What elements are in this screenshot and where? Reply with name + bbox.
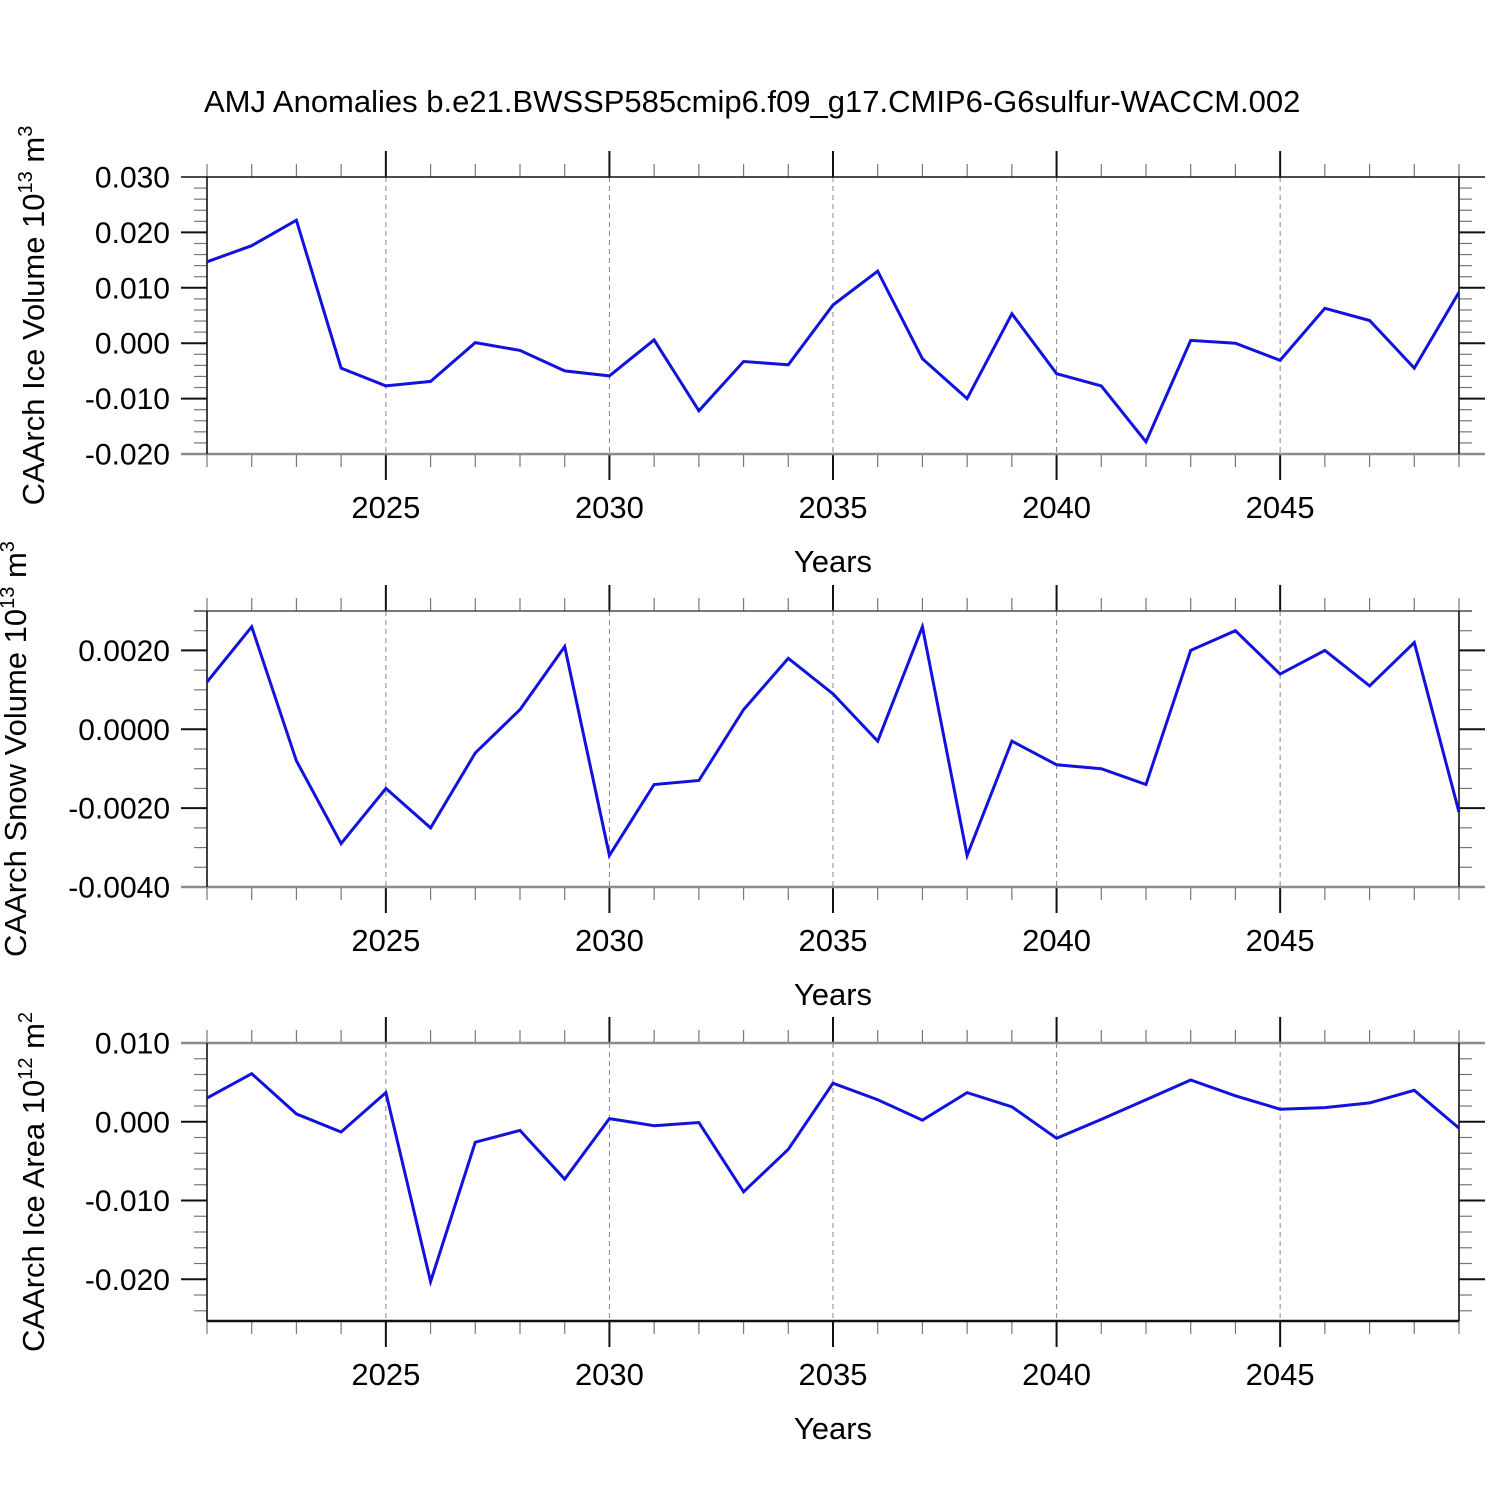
x-tick-label: 2030 xyxy=(575,490,644,525)
y-tick-label: 0.030 xyxy=(95,162,170,195)
y-tick-label: 0.010 xyxy=(95,1028,170,1061)
chart-title: AMJ Anomalies b.e21.BWSSP585cmip6.f09_g1… xyxy=(204,84,1301,119)
x-tick-label: 2040 xyxy=(1022,923,1091,958)
x-tick-label: 2035 xyxy=(799,923,868,958)
panel-ice-volume: 0.030 0.020 0.010 0.000 -0.010 -0.020 2025 2030… xyxy=(15,126,1485,579)
y-tick-label: -0.010 xyxy=(85,1185,170,1218)
y-tick-label: 0.0000 xyxy=(78,714,170,747)
x-tick-label: 2030 xyxy=(575,923,644,958)
data-line-snow-volume xyxy=(205,621,1461,861)
x-axis-title: Years xyxy=(794,544,872,579)
x-axis-title: Years xyxy=(794,977,872,1012)
data-line-ice-volume xyxy=(206,217,1461,445)
y-tick-label: 0.0020 xyxy=(78,635,170,668)
x-axis-title: Years xyxy=(794,1411,872,1446)
y-axis-title: CAArch Snow Volume 1013 m3 xyxy=(0,541,33,957)
panel-snow-volume: 0.0020 0.0000 -0.0020 -0.0040 2025 2030 2035 20… xyxy=(0,541,1485,1012)
y-tick-label: -0.0040 xyxy=(68,872,170,905)
x-tick-label: 2035 xyxy=(799,490,868,525)
x-tick-label: 2045 xyxy=(1246,923,1315,958)
y-axis-title: CAArch Ice Volume 1013 m3 xyxy=(15,126,51,506)
x-tick-label: 2025 xyxy=(351,923,420,958)
y-tick-label: 0.000 xyxy=(95,1106,170,1139)
x-tick-label: 2040 xyxy=(1022,490,1091,525)
data-line-ice-area xyxy=(206,1071,1460,1288)
y-tick-label: 0.010 xyxy=(95,272,170,305)
y-tick-label: 0.000 xyxy=(95,328,170,361)
x-tick-label: 2030 xyxy=(575,1357,644,1392)
y-tick-label: -0.0020 xyxy=(68,793,170,826)
x-tick-label: 2045 xyxy=(1246,1357,1315,1392)
y-tick-label: -0.020 xyxy=(85,1264,170,1297)
x-tick-label: 2040 xyxy=(1022,1357,1091,1392)
x-tick-label: 2035 xyxy=(799,1357,868,1392)
panel-ice-area: 0.010 0.000 -0.010 -0.020 2025 2030 2035 2040 20… xyxy=(15,1012,1485,1446)
y-tick-label: -0.010 xyxy=(85,383,170,416)
x-tick-label: 2025 xyxy=(351,1357,420,1392)
x-tick-label: 2045 xyxy=(1246,490,1315,525)
y-tick-label: -0.020 xyxy=(85,439,170,472)
x-tick-label: 2025 xyxy=(351,490,420,525)
y-axis-title: CAArch Ice Area 1012 m2 xyxy=(15,1012,51,1352)
y-tick-label: 0.020 xyxy=(95,217,170,250)
